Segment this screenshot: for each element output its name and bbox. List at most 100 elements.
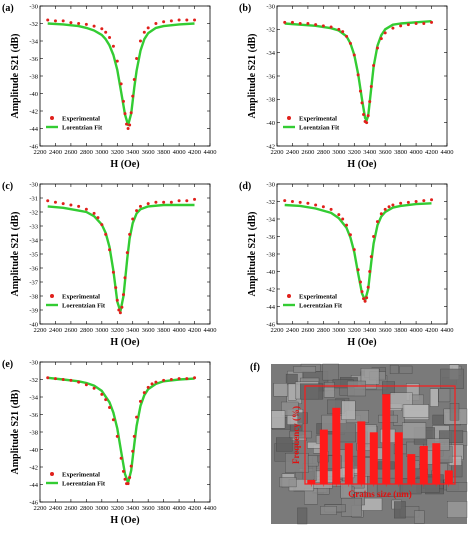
x-tick-label: 4400 bbox=[204, 327, 217, 334]
data-point bbox=[372, 64, 376, 67]
data-point bbox=[162, 20, 166, 24]
sem-grain bbox=[297, 412, 308, 424]
data-point bbox=[77, 204, 81, 208]
data-point bbox=[185, 377, 189, 381]
x-axis-label: H (Oe) bbox=[347, 159, 376, 170]
x-axis-label: H (Oe) bbox=[110, 337, 139, 348]
data-point bbox=[100, 27, 104, 31]
y-tick-label: -39 bbox=[29, 307, 38, 314]
y-tick-label: -38 bbox=[29, 293, 38, 300]
fit-line bbox=[47, 22, 195, 127]
panel-c: -40 -39 -38 -37 -36 -35 -34 -33 -32 -31 -30 2200 240… bbox=[0, 178, 237, 356]
x-tick-label: 2400 bbox=[286, 149, 299, 156]
data-point bbox=[379, 212, 383, 216]
sem-grain bbox=[323, 386, 335, 398]
histogram-bar bbox=[394, 432, 403, 484]
y-axis-label: Amplitude S21 (dB) bbox=[247, 33, 258, 118]
data-point bbox=[126, 482, 130, 486]
y-axis-label: Amplitude S21 (dB) bbox=[247, 211, 258, 296]
histogram-bar bbox=[332, 407, 341, 484]
x-axis-label: H (Oe) bbox=[110, 159, 139, 170]
x-tick-label: 3600 bbox=[142, 505, 155, 512]
data-point bbox=[422, 22, 426, 25]
sem-grain bbox=[276, 437, 293, 452]
data-point bbox=[430, 20, 434, 24]
data-point bbox=[177, 199, 181, 203]
y-tick-label: -34 bbox=[266, 216, 275, 223]
x-tick-label: 3000 bbox=[95, 149, 108, 156]
histogram-bar bbox=[357, 421, 366, 484]
histogram-bar bbox=[319, 429, 328, 484]
y-tick-label: -38 bbox=[266, 97, 275, 104]
data-point bbox=[138, 39, 142, 43]
data-point bbox=[100, 392, 104, 396]
data-point bbox=[366, 114, 370, 118]
data-point bbox=[131, 217, 135, 221]
data-point bbox=[125, 122, 129, 126]
data-point bbox=[104, 398, 108, 402]
data-point bbox=[154, 200, 158, 204]
data-point bbox=[185, 199, 189, 203]
sem-grain bbox=[438, 388, 451, 403]
data-point bbox=[185, 18, 189, 22]
y-tick-label: -31 bbox=[29, 195, 38, 202]
data-point bbox=[121, 469, 125, 473]
y-tick-label: -37 bbox=[29, 279, 38, 286]
sem-grain bbox=[402, 404, 429, 418]
data-point bbox=[290, 200, 294, 203]
data-point bbox=[118, 311, 122, 315]
sem-grain bbox=[307, 455, 319, 467]
data-point bbox=[321, 24, 325, 28]
sem-grain bbox=[322, 363, 339, 381]
data-point bbox=[115, 59, 119, 63]
legend-label-fit: Lorentzian Fit bbox=[299, 124, 340, 131]
data-point bbox=[314, 23, 318, 27]
data-point bbox=[123, 112, 127, 116]
x-tick-label: 2800 bbox=[317, 327, 330, 334]
data-point bbox=[369, 85, 373, 88]
x-tick-label: 4000 bbox=[173, 327, 186, 334]
data-point bbox=[337, 27, 341, 31]
data-point bbox=[117, 308, 121, 312]
data-point bbox=[422, 199, 426, 203]
y-tick-label: -33 bbox=[29, 223, 38, 230]
panel-d: -46 -44 -42 -40 -38 -36 -34 -32 -30 2200 2400 2600 2… bbox=[237, 178, 474, 356]
data-point bbox=[352, 53, 356, 57]
x-tick-label: 3000 bbox=[95, 327, 108, 334]
data-point bbox=[53, 377, 57, 381]
data-point bbox=[362, 297, 366, 301]
y-tick-label: -42 bbox=[266, 286, 275, 293]
data-point bbox=[329, 207, 333, 211]
x-tick-label: 2200 bbox=[34, 505, 47, 512]
y-tick-label: -46 bbox=[266, 321, 275, 328]
y-tick-label: -40 bbox=[29, 447, 38, 454]
legend-label-fit: Loerentzian Fit bbox=[299, 302, 343, 309]
data-point bbox=[92, 24, 96, 28]
sem-grain bbox=[432, 414, 446, 425]
data-point bbox=[169, 378, 173, 381]
y-tick-label: -30 bbox=[29, 3, 38, 10]
y-tick-label: -36 bbox=[29, 265, 38, 272]
data-point bbox=[132, 434, 136, 438]
legend-label-experimental: Experimental bbox=[299, 115, 337, 122]
x-tick-label: 2800 bbox=[80, 327, 93, 334]
x-tick-label: 4000 bbox=[410, 327, 423, 334]
data-point bbox=[108, 248, 112, 252]
data-point bbox=[337, 213, 341, 217]
data-point bbox=[120, 305, 124, 309]
x-tick-label: 2400 bbox=[49, 505, 62, 512]
sem-grain bbox=[440, 368, 464, 389]
x-tick-label: 3600 bbox=[379, 149, 392, 156]
data-point bbox=[61, 378, 65, 381]
x-tick-label: 2600 bbox=[64, 149, 77, 156]
histogram-bar bbox=[419, 445, 428, 484]
sem-grain bbox=[289, 430, 312, 439]
data-point bbox=[399, 24, 403, 28]
x-tick-label: 4400 bbox=[204, 149, 217, 156]
data-point bbox=[283, 20, 287, 24]
legend-marker-experimental bbox=[50, 472, 54, 476]
sem-grain bbox=[293, 366, 316, 373]
data-point bbox=[369, 255, 373, 259]
y-tick-label: -34 bbox=[29, 394, 38, 401]
y-axis-label: Amplitude S21 (dB) bbox=[10, 33, 21, 118]
